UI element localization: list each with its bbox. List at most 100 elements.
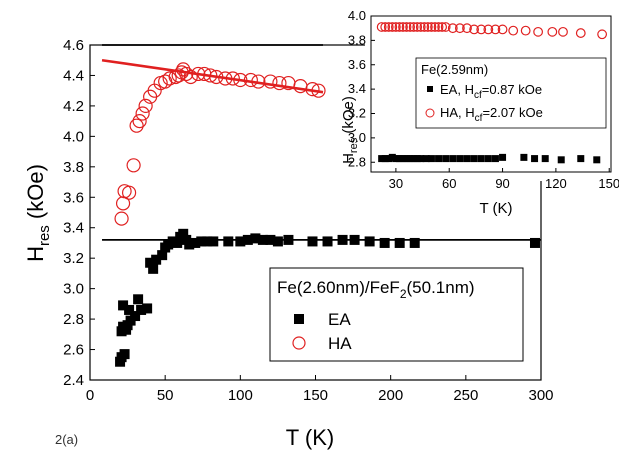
inset-ha-point (394, 22, 405, 32)
main-ea-point (136, 304, 147, 315)
main-ea-point (151, 254, 162, 265)
main-y-tick-label: 2.6 (63, 342, 84, 359)
main-y-tick-label: 3.2 (63, 250, 84, 267)
inset-ha-point (454, 23, 465, 34)
inset-plot: 30 60 90 120 150 2.8 3.0 3.2 3.4 3.6 3.8 4.0 Hres (… (340, 2, 619, 217)
inset-ea-point (499, 153, 507, 161)
main-ea-point (364, 236, 375, 247)
main-ea-point (119, 349, 130, 360)
main-x-tick-label: 100 (228, 387, 253, 404)
main-ea-point (157, 250, 168, 261)
cropped-caption-fragment: 2(a) (55, 432, 78, 447)
main-ea-point (223, 236, 234, 247)
inset-ha-point (430, 22, 440, 32)
main-ea-point (133, 294, 144, 305)
main-ha-point (114, 211, 129, 226)
inset-ea-point (477, 155, 485, 163)
inset-ha-point (433, 22, 444, 32)
main-ea-point (257, 234, 268, 245)
inset-x-tick-label: 120 (545, 176, 567, 191)
inset-y-tick-label: 3.6 (348, 57, 366, 72)
inset-ha-point (508, 25, 519, 36)
main-ea-point (235, 236, 246, 247)
inset-ea-point (413, 155, 421, 163)
inset-ha-point (426, 22, 437, 32)
main-x-tick-label: 250 (453, 387, 478, 404)
inset-ha-point (558, 26, 568, 37)
inset-ha-point (547, 26, 558, 37)
main-ea-point (196, 236, 207, 247)
main-y-tick-label: 4.6 (63, 37, 84, 54)
main-ea-point (529, 237, 540, 248)
main-ha-point (311, 83, 326, 98)
legend-ea-label: EA (328, 310, 351, 329)
inset-ha-point (483, 24, 494, 35)
inset-ea-point (435, 155, 443, 163)
main-ea-point (208, 236, 219, 247)
main-ha-point (126, 158, 141, 173)
main-ha-point (183, 69, 198, 85)
main-y-tick-label: 2.8 (63, 311, 84, 328)
inset-ea-point (491, 155, 499, 163)
main-ea-point (172, 237, 183, 248)
main-ha-point (263, 74, 278, 89)
inset-legend-ea-marker (427, 86, 433, 92)
inset-ha-point (412, 22, 423, 32)
inset-ea-point (463, 155, 471, 163)
main-y-tick-label: 3.8 (63, 159, 84, 176)
main-ea-point (118, 300, 129, 311)
inset-ea-point (520, 153, 528, 161)
inset-ea-point (557, 156, 565, 164)
main-ea-point (322, 236, 333, 247)
inset-legend: Fe(2.59nm) EA, Hcf=0.87 kOe HA, Hcf=2.07… (415, 57, 607, 129)
main-ea-point (242, 234, 253, 245)
inset-ea-point (449, 155, 457, 163)
inset-ea-point (427, 155, 435, 163)
inset-ha-point (380, 22, 391, 32)
main-ha-point (121, 185, 137, 200)
main-ha-point (176, 62, 191, 77)
main-y-tick-label: 4.0 (63, 128, 84, 145)
main-ha-point (305, 82, 320, 97)
main-x-tick-label: 0 (86, 387, 94, 404)
main-ha-point (218, 71, 233, 86)
main-ea-point (283, 234, 294, 245)
inset-ha-point (387, 22, 398, 32)
main-ha-point (293, 79, 308, 94)
main-y-tick-label: 3.6 (63, 189, 84, 206)
inset-ea-point (442, 155, 450, 163)
legend-ha-marker (292, 336, 306, 350)
inset-y-tick-label: 3.8 (348, 32, 366, 47)
main-legend: Fe(2.60nm)/FeF2(50.1nm) EA HA (269, 267, 524, 362)
inset-ha-point (376, 22, 387, 32)
main-ha-point (135, 106, 150, 121)
main-ea-point (272, 236, 283, 247)
main-series-ha (114, 62, 326, 226)
main-legend-box (269, 267, 524, 362)
inset-ha-point (440, 22, 451, 32)
main-ha-point (203, 68, 218, 83)
inset-y-tick-label: 3.2 (348, 106, 366, 121)
main-ea-point (307, 236, 318, 247)
main-ha-point (251, 74, 266, 89)
inset-ha-point (447, 23, 458, 34)
main-y-tick-label: 3.4 (63, 220, 84, 237)
main-ha-point (225, 71, 240, 86)
inset-y-axis-label: Hres (kOe) (340, 96, 360, 164)
main-ha-point (179, 66, 194, 82)
main-x-axis-label: T (K) (286, 425, 334, 450)
inset-ea-point (417, 155, 425, 163)
main-ea-point (142, 303, 153, 314)
main-y-tick-label: 4.2 (63, 98, 84, 115)
inset-ea-point (484, 155, 492, 163)
inset-ha-point (469, 24, 480, 35)
main-ea-point (349, 234, 360, 245)
main-y-axis-label: Hres (kOe) (23, 164, 53, 262)
inset-ea-point (593, 156, 601, 164)
main-ea-point (250, 233, 261, 244)
main-ha-point (138, 98, 153, 114)
inset-ea-point (456, 155, 464, 163)
main-ha-point (191, 66, 206, 82)
inset-ea-point (399, 155, 407, 163)
